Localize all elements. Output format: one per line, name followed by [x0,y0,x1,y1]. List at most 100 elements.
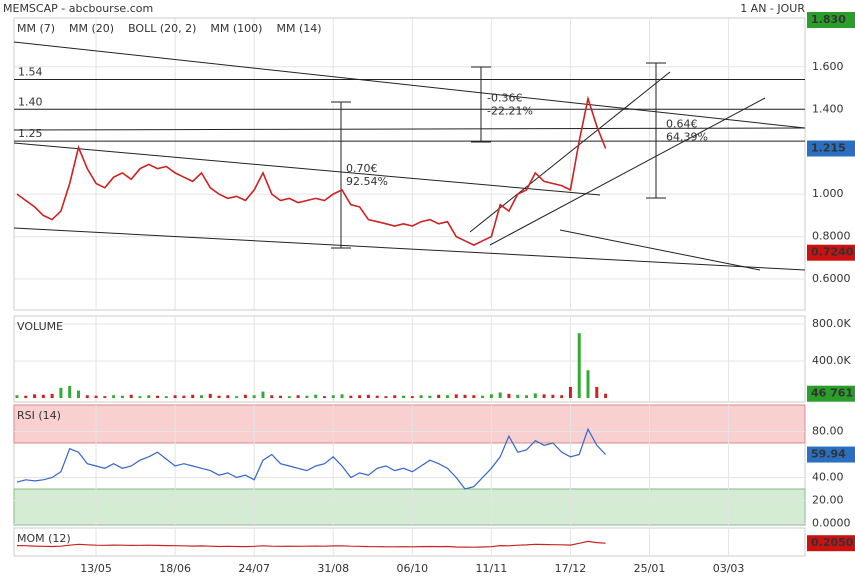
x-tick-label: 06/10 [396,562,428,575]
volume-bar [270,395,274,399]
measure-change: 0.70€ [346,162,378,175]
y-tick-label: 400.0K [812,354,851,367]
volume-bar [516,394,520,399]
value-box-label: 0.2050 [811,536,854,549]
y-tick-label: 0.0000 [812,517,851,530]
panel-title: RSI (14) [17,409,61,422]
volume-bar [120,395,124,399]
volume-bar [33,394,37,399]
volume-bar [393,395,397,399]
volume-bar [331,395,335,399]
volume-bar [595,386,599,399]
volume-bar [322,396,326,399]
y-tick-label: 0.6000 [812,272,851,285]
legend-entry: MM (20) [69,22,114,35]
trend-line [13,41,806,129]
volume-bar [287,396,291,399]
panel-title: VOLUME [17,320,63,333]
oversold-zone [13,488,806,526]
value-box [807,244,855,261]
volume-bar [129,394,133,399]
volume-bar [445,395,449,399]
chart-title: MEMSCAP - abcbourse.com [3,2,153,15]
volume-bar [577,333,581,399]
volume-bar [463,394,467,399]
volume-bar [525,395,529,399]
y-tick-label: 80.00 [812,424,844,437]
volume-bar [50,393,54,399]
x-tick-label: 18/06 [159,562,191,575]
period: 1 AN - JOUR [740,2,805,15]
volume-bar [305,395,309,399]
y-tick-label: 0.8000 [812,230,851,243]
series-line [16,95,607,246]
panel-title: MM (7) [17,22,55,35]
value-box-label: 1.215 [811,142,846,155]
y-tick-label: 20.00 [812,493,844,506]
volume-bar [76,390,80,399]
volume-bar [568,386,572,399]
volume-bar [454,394,458,399]
volume-bar [138,396,142,399]
measure-percent: -22.21% [487,105,533,118]
volume-bar [85,395,89,399]
volume-bar [533,393,537,399]
volume-bar [498,392,502,399]
y-tick-label: 1.400 [812,102,844,115]
x-tick-label: 25/01 [634,562,666,575]
volume-bar [279,395,283,399]
volume-bar [261,391,265,399]
volume-bar [68,385,72,399]
volume-bar [199,395,203,399]
y-tick-label: 1.600 [812,60,844,73]
trend-line [469,71,671,233]
volume-bar [542,394,546,399]
volume-bar [24,395,28,399]
volume-bar [314,394,318,399]
value-box [807,12,855,28]
volume-bar [296,395,300,399]
legend-entry: BOLL (20, 2) [128,22,196,35]
volume-bar [173,395,177,399]
volume-bar [243,394,247,399]
volume-bar [59,387,63,399]
trend-line [13,127,806,131]
volume-bar [226,395,230,399]
value-box [807,446,855,463]
volume-bar [551,394,555,399]
level-label: 1.25 [18,127,43,140]
volume-bar [15,395,19,399]
volume-bar [147,395,151,399]
measure-percent: 64.39% [666,131,708,144]
volume-bar [191,394,195,399]
volume-bar [489,394,493,399]
volume-bar [507,393,511,399]
volume-bar [419,395,423,399]
volume-bar [402,395,406,399]
volume-bar [217,395,221,399]
x-tick-label: 13/05 [80,562,112,575]
volume-bar [586,370,590,399]
value-box-label: 59.94 [811,448,846,461]
volume-bar [437,394,441,399]
x-tick-label: 03/03 [713,562,745,575]
series-line [16,540,606,548]
panel-frame [13,315,806,403]
value-box [807,385,855,402]
value-box [807,535,855,552]
overbought-zone [13,404,806,444]
volume-bar [428,395,432,399]
volume-bar [164,396,168,399]
volume-bar [375,395,379,399]
measure-percent: 92.54% [346,175,388,188]
value-box-label: 1.830 [811,13,846,26]
volume-bar [560,395,564,399]
measure-change: 0.64€ [666,118,698,131]
volume-bar [604,393,608,399]
y-tick-label: 1.000 [812,187,844,200]
x-tick-label: 24/07 [238,562,270,575]
volume-bar [252,395,256,399]
volume-bar [349,395,353,399]
volume-bar [481,395,485,399]
